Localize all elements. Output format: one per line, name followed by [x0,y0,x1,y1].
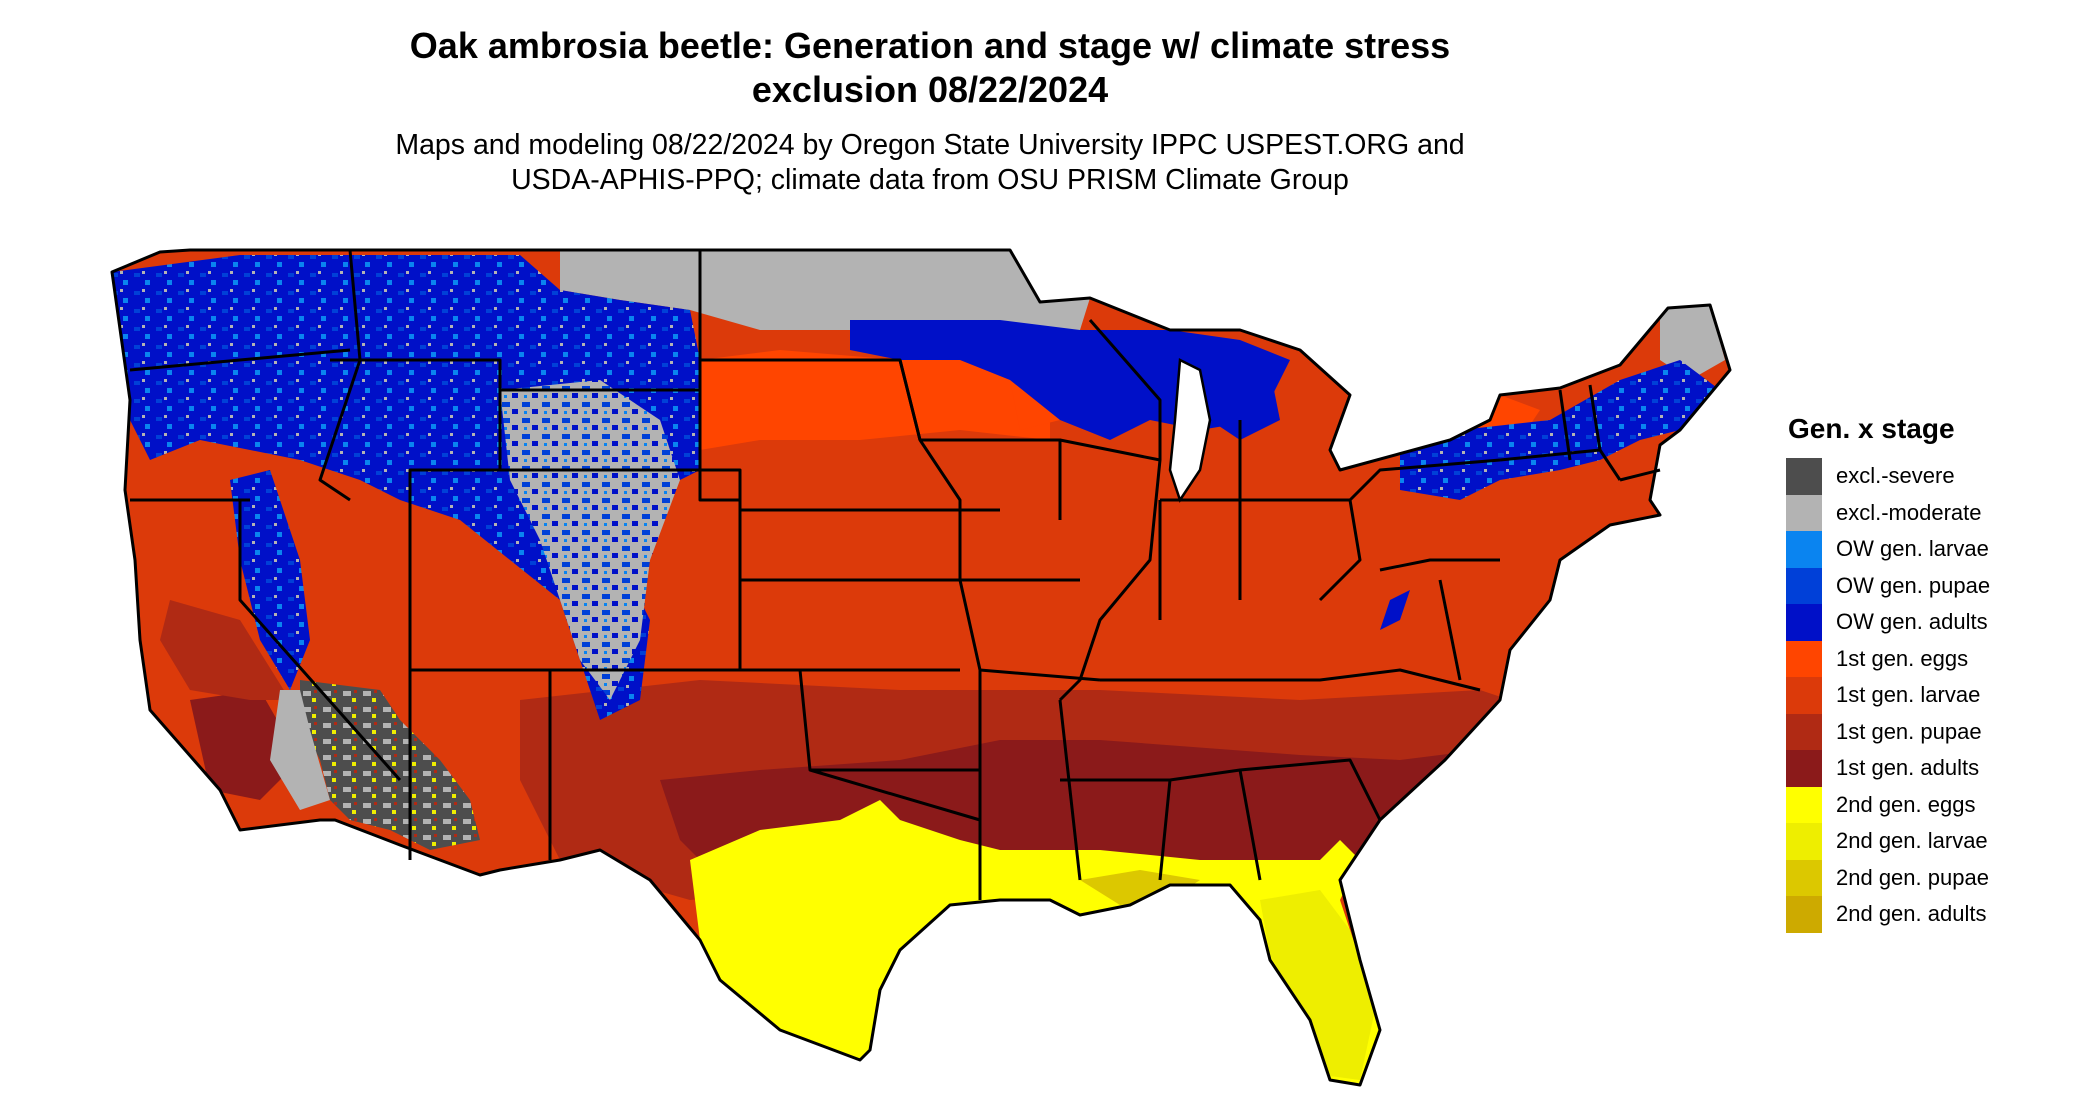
legend-label: 2nd gen. adults [1836,901,1987,927]
legend-swatch [1786,604,1822,641]
legend-swatch [1786,458,1822,495]
legend-swatch [1786,859,1822,896]
legend-swatch [1786,531,1822,568]
legend-item: 2nd gen. pupae [1786,859,2086,896]
us-outline [110,248,1732,1087]
legend-label: OW gen. larvae [1836,536,1989,562]
legend-item: 1st gen. larvae [1786,677,2086,714]
legend-item: OW gen. larvae [1786,531,2086,568]
legend-swatch [1786,713,1822,750]
legend-swatch [1786,677,1822,714]
legend-item: OW gen. pupae [1786,567,2086,604]
map-subtitle-line-2: USDA-APHIS-PPQ; climate data from OSU PR… [511,164,1349,196]
map-subtitle-line-1: Maps and modeling 08/22/2024 by Oregon S… [395,129,1465,161]
legend-label: excl.-moderate [1836,499,1982,525]
region-excl-severe-southwest [300,680,480,850]
region-2nd-gen-larvae [1260,890,1375,1080]
legend-item: 1st gen. eggs [1786,640,2086,677]
region-excl-moderate-north [560,250,1090,340]
legend-label: OW gen. pupae [1836,572,1991,598]
legend-swatch [1786,567,1822,604]
legend-items: excl.-severe excl.-moderate OW gen. larvae… [1786,458,2086,933]
legend-label: 1st gen. adults [1836,755,1980,781]
legend-item: 2nd gen. adults [1786,896,2086,933]
region-1st-gen-adults-west [190,690,300,800]
legend-label: 2nd gen. eggs [1836,791,1976,817]
legend-title: Gen. x stage [1788,413,1955,444]
legend-swatch [1786,823,1822,860]
legend: Gen. x stage excl.-severe excl.-moderate O… [1786,412,2086,933]
legend-swatch [1786,494,1822,531]
region-ow-gen-adults-appalachian [1380,590,1410,630]
legend-label: OW gen. adults [1836,609,1988,635]
legend-item: excl.-moderate [1786,494,2086,531]
region-2nd-gen-eggs [690,800,1380,1085]
region-excl-moderate-desert [270,690,330,810]
lake-michigan [1168,358,1212,503]
legend-label: excl.-severe [1836,463,1955,489]
legend-item: OW gen. adults [1786,604,2086,641]
legend-item: 2nd gen. eggs [1786,786,2086,823]
region-ow-gen-adults-michigan [1210,370,1280,440]
legend-item: 2nd gen. larvae [1786,823,2086,860]
legend-label: 2nd gen. pupae [1836,864,1989,890]
region-1st-gen-pupae-west [160,600,290,700]
legend-swatch [1786,750,1822,787]
region-ow-gen-adults-northwest [112,255,700,720]
map-subtitle: Maps and modeling 08/22/2024 by Oregon S… [0,128,1860,198]
legend-label: 1st gen. eggs [1836,645,1969,671]
legend-swatch [1786,640,1822,677]
legend-swatch [1786,896,1822,933]
region-1st-gen-eggs-plains [700,350,1050,450]
legend-swatch [1786,786,1822,823]
region-ow-gen-adults-rockies [500,380,680,700]
legend-label: 1st gen. pupae [1836,718,1982,744]
legend-label: 2nd gen. larvae [1836,828,1988,854]
map-title-line-2: exclusion 08/22/2024 [751,69,1109,110]
region-ow-gen-adults-northeast [1400,360,1720,500]
region-ow-gen-adults-sierra [230,470,310,690]
map-title-line-1: Oak ambrosia beetle: Generation and stag… [409,25,1451,66]
map-title: Oak ambrosia beetle: Generation and stag… [0,24,1860,112]
legend-item: 1st gen. pupae [1786,713,2086,750]
legend-item: excl.-severe [1786,458,2086,495]
legend-label: 1st gen. larvae [1836,682,1981,708]
legend-item: 1st gen. adults [1786,750,2086,787]
state-boundaries [110,248,1732,1087]
